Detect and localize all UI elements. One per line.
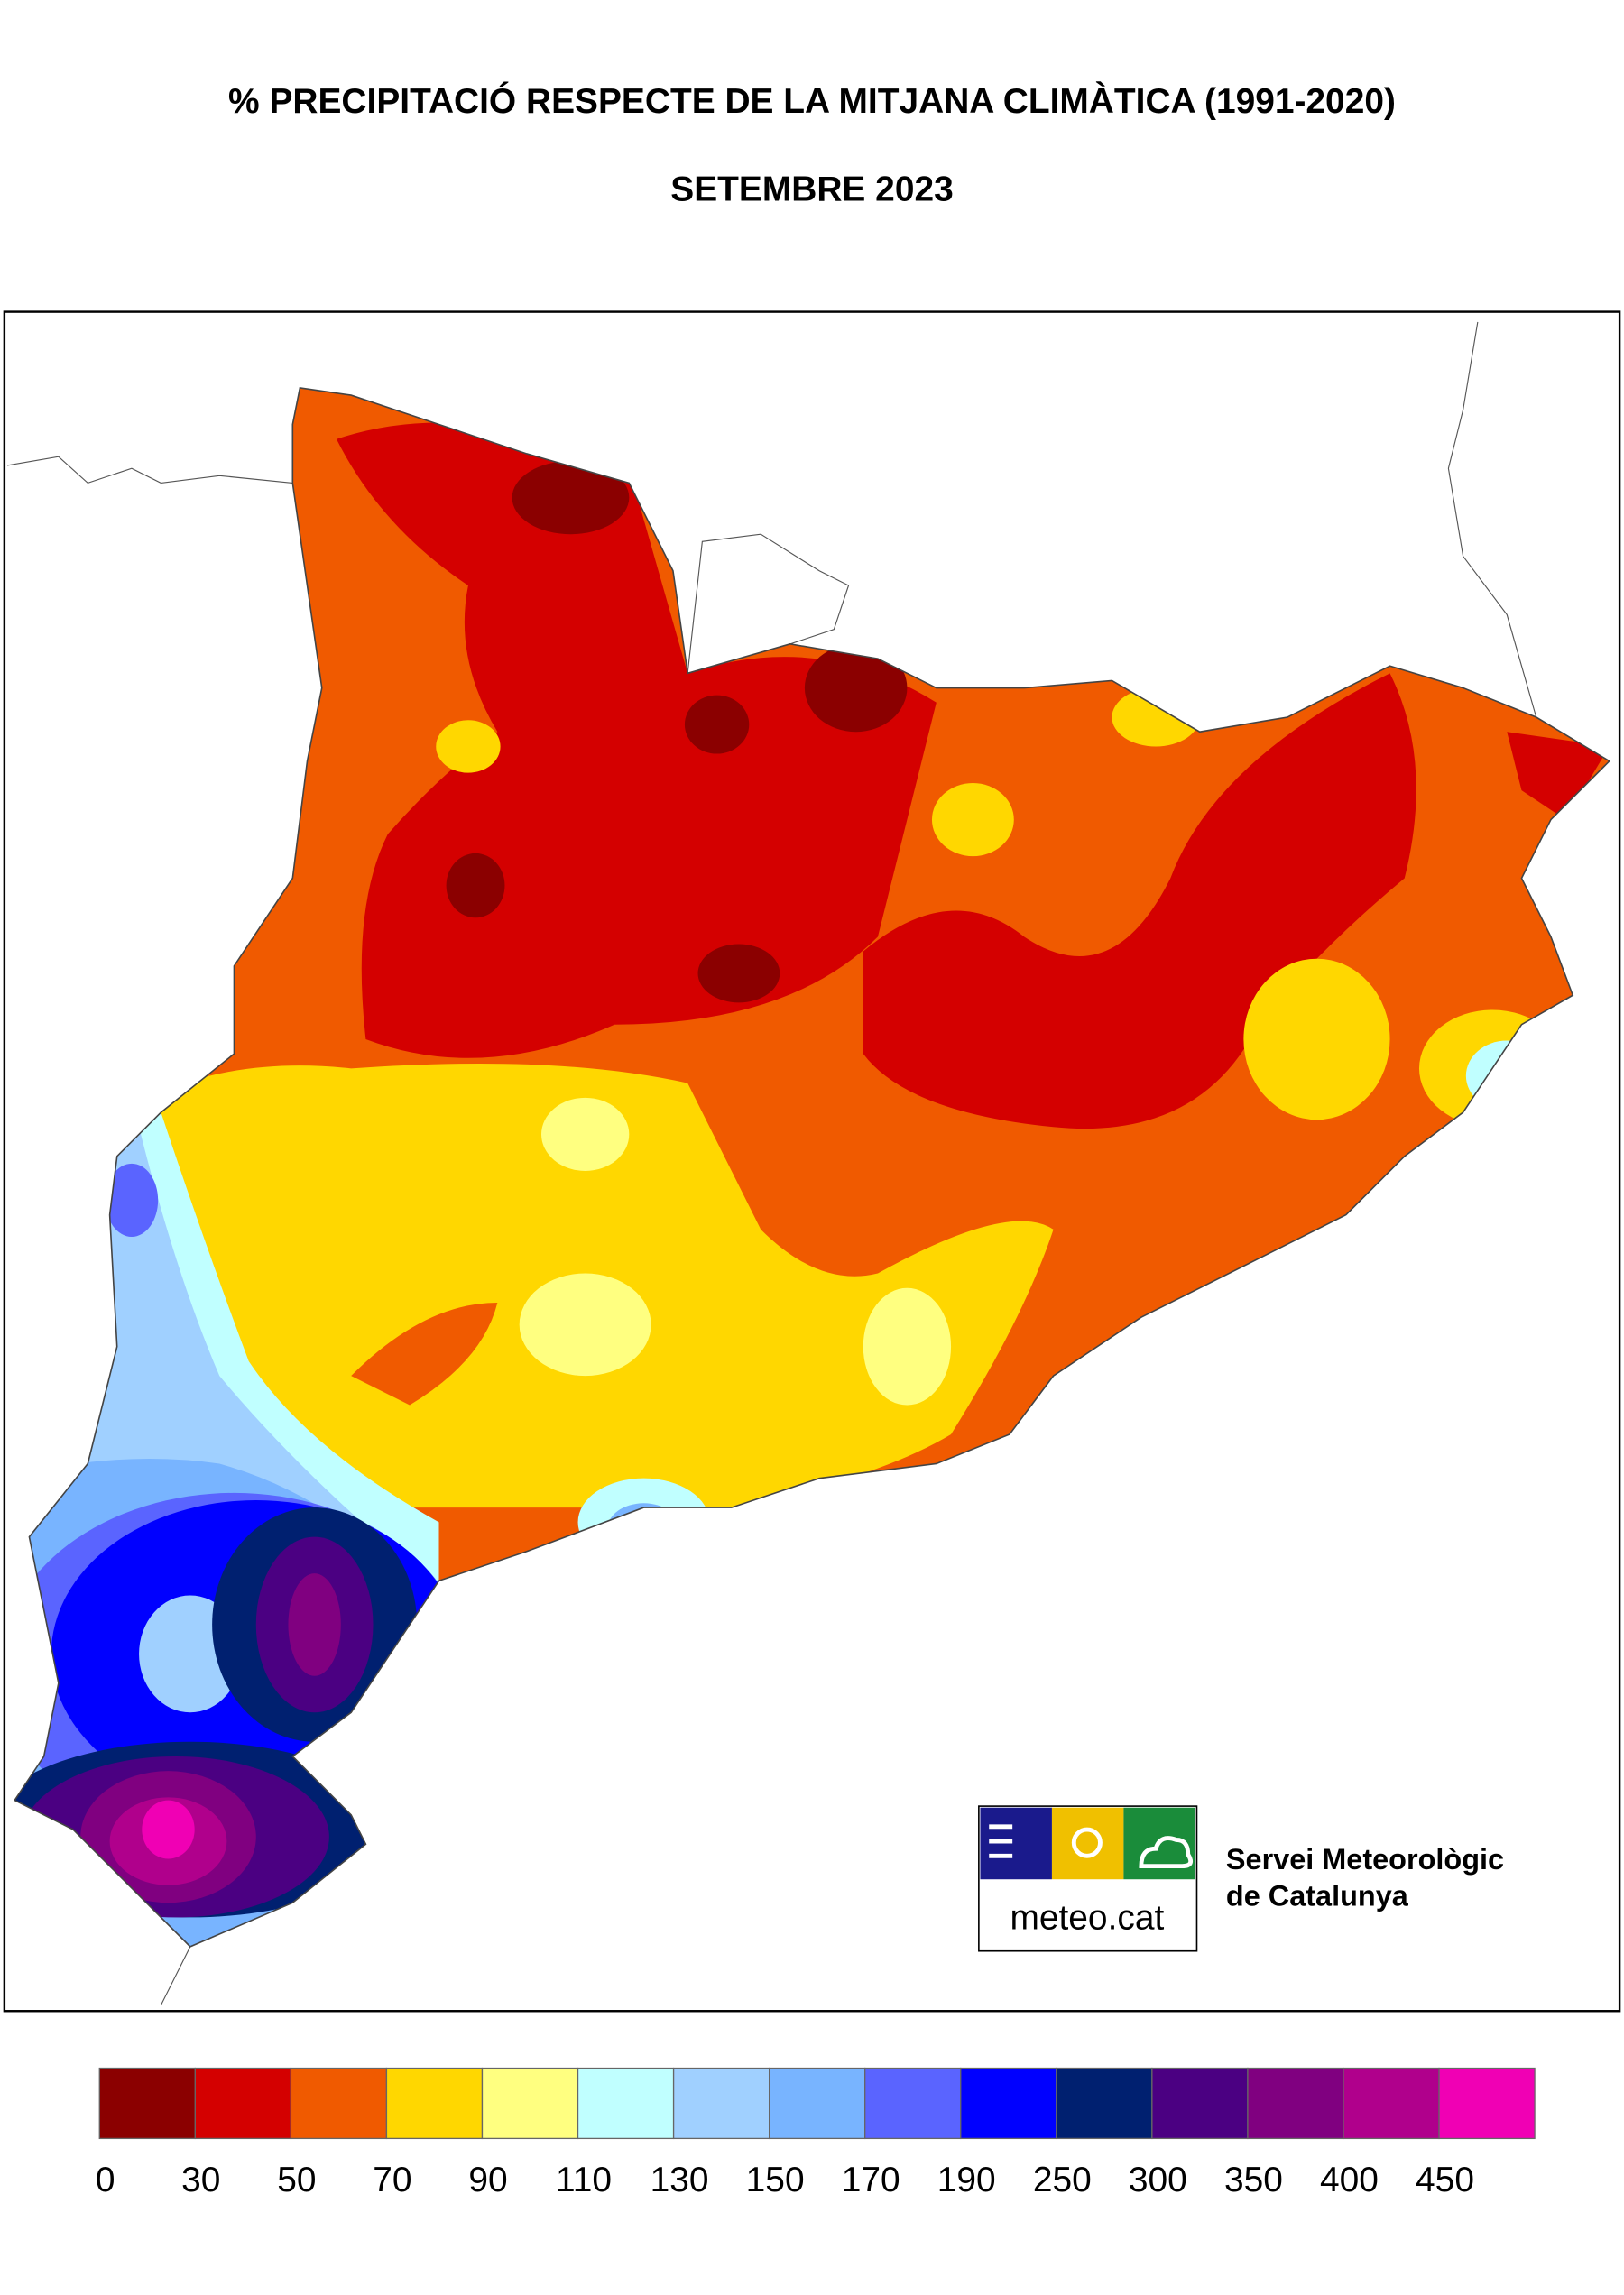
precipitation-class-area xyxy=(519,1273,651,1377)
legend-swatch xyxy=(960,2067,1057,2140)
legend-swatch xyxy=(385,2067,484,2140)
precipitation-class-area xyxy=(105,1163,159,1237)
map-title: % PRECIPITACIÓ RESPECTE DE LA MITJANA CL… xyxy=(228,81,1396,121)
precipitation-class-area xyxy=(1507,732,1610,820)
logo-tile xyxy=(1051,1807,1124,1880)
legend-swatch xyxy=(1056,2067,1153,2140)
legend-swatch xyxy=(481,2067,579,2140)
legend-tick-label: 400 xyxy=(1320,2161,1379,2199)
precipitation-class-area xyxy=(863,673,1416,1129)
logo-sun xyxy=(1071,1827,1103,1858)
legend-tick-label: 150 xyxy=(746,2161,805,2199)
precipitation-class-area xyxy=(697,944,780,1003)
map-subtitle: SETEMBRE 2023 xyxy=(670,170,953,208)
logo-lines xyxy=(989,1824,1013,1858)
legend-swatch xyxy=(577,2067,675,2140)
precipitation-class-area xyxy=(1243,958,1390,1120)
legend-swatch xyxy=(1247,2067,1344,2140)
logo-tile xyxy=(980,1807,1052,1880)
precipitation-class-area xyxy=(804,643,908,733)
precipitation-class-area xyxy=(446,853,505,918)
organization-name: de Catalunya xyxy=(1226,1879,1409,1912)
legend-tick-label: 300 xyxy=(1129,2161,1187,2199)
legend-swatch xyxy=(98,2067,196,2140)
legend-swatch xyxy=(1151,2067,1249,2140)
legend-tick-label: 90 xyxy=(468,2161,507,2199)
legend-tick-label: 130 xyxy=(651,2161,709,2199)
legend-tick-label: 190 xyxy=(937,2161,996,2199)
precipitation-class-area xyxy=(436,720,501,773)
precipitation-class-area xyxy=(288,1573,341,1676)
legend-swatch xyxy=(194,2067,292,2140)
legend-tick-label: 30 xyxy=(181,2161,220,2199)
logo-cloud xyxy=(1139,1836,1194,1869)
organization-name: Servei Meteorològic xyxy=(1226,1843,1504,1876)
legend-swatch xyxy=(672,2067,770,2140)
precipitation-class-area xyxy=(142,1800,195,1859)
legend: 0 30 50 70 90 110 130 150 170 190 250 300 350 400 450 xyxy=(96,2067,1536,2199)
legend-tick-label: 250 xyxy=(1033,2161,1092,2199)
legend-swatch xyxy=(864,2067,962,2140)
precipitation-class-area xyxy=(512,461,630,535)
logo: meteo.cat Servei Meteorològic de Catalun… xyxy=(978,1805,1504,1952)
legend-tick-label: 70 xyxy=(373,2161,411,2199)
legend-swatch xyxy=(1438,2067,1536,2140)
borders xyxy=(7,321,1537,2006)
precipitation-class-area xyxy=(351,1302,498,1406)
legend-tick-label: 50 xyxy=(277,2161,316,2199)
logo-text: meteo.cat xyxy=(1010,1898,1164,1937)
legend-tick-label: 350 xyxy=(1224,2161,1283,2199)
precipitation-class-area xyxy=(684,695,750,754)
legend-tick-label: 170 xyxy=(842,2161,900,2199)
precipitation-class-area xyxy=(541,1097,630,1171)
legend-swatch xyxy=(1343,2067,1440,2140)
legend-tick-label: 450 xyxy=(1416,2161,1474,2199)
precipitation-class-area xyxy=(931,783,1014,857)
legend-swatch xyxy=(768,2067,866,2140)
precipitation-class-area xyxy=(863,1287,952,1406)
legend-tick-label: 0 xyxy=(96,2161,115,2199)
legend-swatch xyxy=(290,2067,388,2140)
legend-tick-label: 110 xyxy=(556,2161,612,2199)
